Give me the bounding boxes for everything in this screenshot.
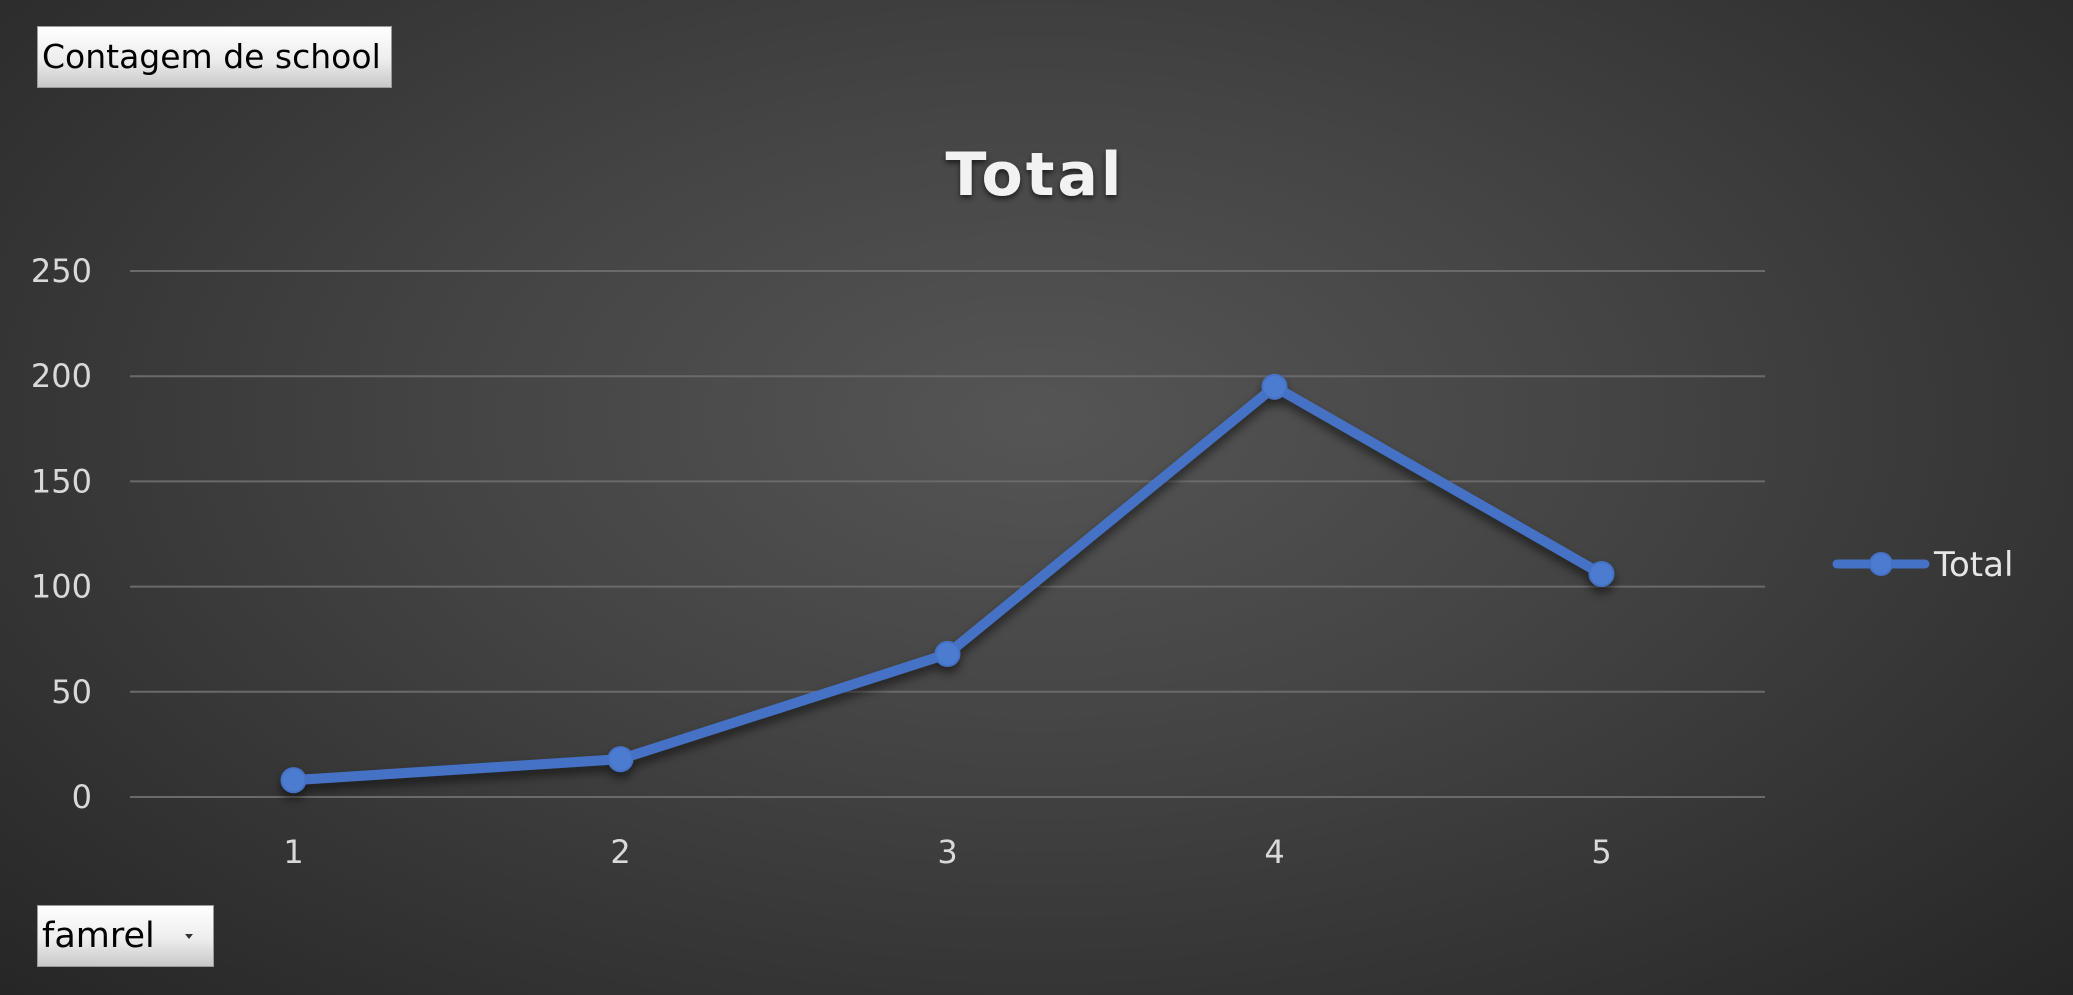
y-tick-label: 150	[31, 462, 92, 500]
y-tick-label: 50	[51, 673, 92, 711]
y-tick-label: 100	[31, 568, 92, 606]
gridlines	[130, 270, 1765, 798]
y-tick-label: 0	[72, 778, 92, 816]
legend-marker-icon	[1869, 552, 1893, 576]
chevron-down-icon[interactable]	[185, 934, 193, 939]
x-tick-label: 3	[937, 833, 957, 871]
y-axis-ticks: 0 50 100 150 200 250	[31, 252, 92, 816]
value-field-button[interactable]: Contagem de school	[37, 26, 392, 88]
x-axis-ticks: 1 2 3 4 5	[283, 833, 1611, 871]
axis-field-dropdown[interactable]: famrel	[37, 905, 214, 967]
y-tick-label: 200	[31, 357, 92, 395]
data-point	[280, 767, 307, 794]
series-total	[280, 373, 1615, 794]
data-point	[934, 640, 961, 667]
x-tick-label: 4	[1264, 833, 1284, 871]
axis-field-label: famrel	[42, 916, 155, 956]
data-point	[607, 746, 634, 773]
x-tick-label: 2	[610, 833, 630, 871]
chart-title: Total	[946, 140, 1125, 210]
legend: Total	[1832, 545, 2013, 585]
data-point	[1261, 373, 1288, 400]
data-point	[1588, 560, 1615, 587]
series-line	[288, 381, 1607, 786]
x-tick-label: 1	[283, 833, 303, 871]
legend-label-total: Total	[1933, 545, 2013, 585]
y-tick-label: 250	[31, 252, 92, 290]
x-tick-label: 5	[1591, 833, 1611, 871]
